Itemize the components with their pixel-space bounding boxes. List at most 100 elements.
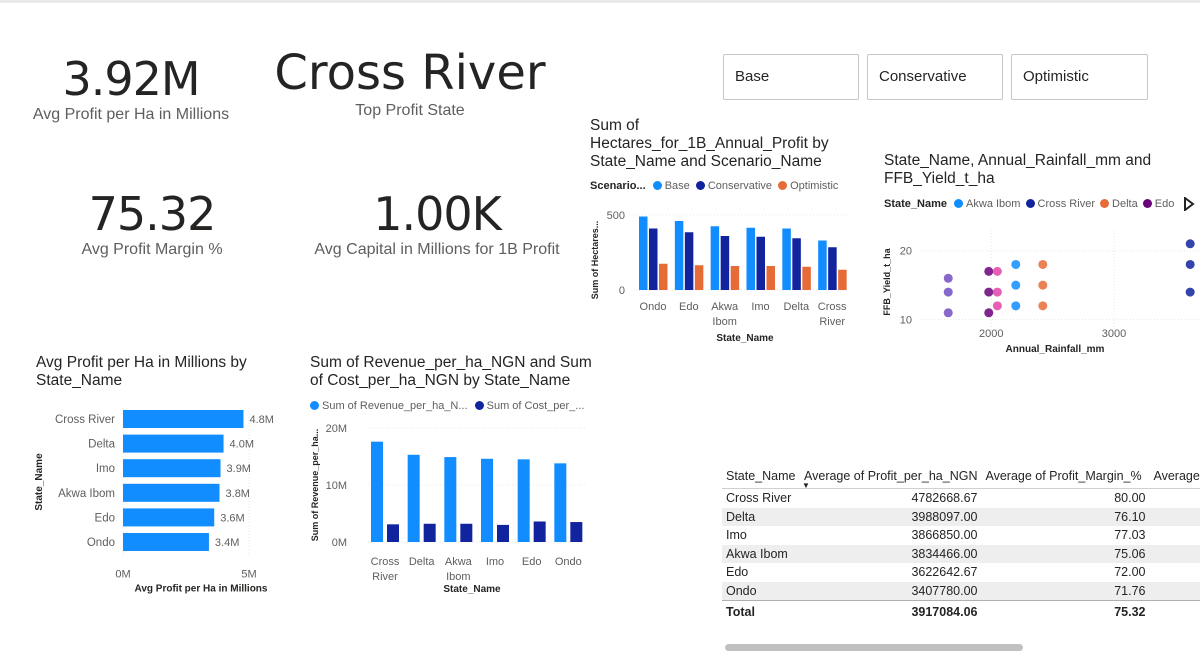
- legend-label: Edo: [1154, 198, 1175, 210]
- x-tick-label: Ibom: [712, 316, 736, 328]
- legend-item-optimistic[interactable]: Optimistic: [775, 180, 838, 192]
- bar-conservative: [756, 236, 765, 290]
- x-axis-title: State_Name: [716, 333, 774, 344]
- table-cell-empty: [1149, 600, 1200, 623]
- x-tick-label: 2000: [979, 328, 1003, 340]
- y-tick-label: Ondo: [87, 537, 115, 549]
- table-cell-empty: [1149, 544, 1200, 563]
- bar: [123, 483, 220, 502]
- x-tick-label: River: [819, 316, 845, 328]
- bar-revenue: [444, 457, 457, 542]
- legend-title: State_Name: [884, 198, 947, 210]
- table-horizontal-scrollbar[interactable]: [725, 644, 1023, 651]
- y-axis-title: Sum of Hectares...: [590, 221, 600, 300]
- x-tick-label: Akwa: [711, 301, 739, 313]
- legend-label: Optimistic: [790, 180, 839, 192]
- revenue-cost-chart-legend: Sum of Revenue_per_ha_N... Sum of Cost_p…: [310, 400, 584, 412]
- bar: [123, 410, 244, 428]
- legend-dot: [1142, 199, 1152, 208]
- column-header-state[interactable]: State_Name: [722, 464, 800, 489]
- bar-conservative: [828, 247, 837, 290]
- table-row[interactable]: Cross River 4782668.67 80.00: [722, 489, 1200, 508]
- revenue-cost-bar-chart[interactable]: 0M 10M 20M Cross River Delta Akwa Ibom Imo Edo Ond…: [305, 418, 595, 598]
- x-tick-label: 5M: [241, 569, 256, 581]
- legend-dot: [310, 401, 319, 410]
- bar-optimistic: [694, 265, 704, 290]
- table-row[interactable]: Delta 3988097.00 76.10: [722, 507, 1200, 526]
- table-cell-total-profit: 3917084.06: [800, 600, 982, 623]
- bar-optimistic: [659, 263, 668, 290]
- data-label: 3.6M: [220, 512, 244, 524]
- kpi-avg-capital-card: 1.00K Avg Capital in Millions for 1B Pro…: [310, 187, 564, 267]
- slicer-option-base[interactable]: Base: [723, 54, 859, 100]
- slicer-option-conservative[interactable]: Conservative: [867, 54, 1003, 100]
- kpi-top-state-card: Cross River Top Profit State: [255, 44, 565, 124]
- column-header-profit-margin[interactable]: Average of Profit_Margin_%: [981, 464, 1150, 489]
- table-cell-state: Ondo: [722, 581, 800, 601]
- x-tick-label: 0M: [115, 569, 130, 581]
- legend-next-page-icon[interactable]: [1183, 197, 1195, 211]
- scatter-point-imo: [992, 266, 1002, 276]
- scatter-point-edo: [984, 308, 994, 318]
- scatter-point-delta: [1038, 259, 1048, 269]
- x-tick-label: Cross: [818, 301, 847, 313]
- legend-item-delta[interactable]: Delta: [1098, 198, 1138, 210]
- table-row[interactable]: Imo 3866850.00 77.03: [722, 526, 1200, 545]
- x-tick-label: Ibom: [446, 571, 470, 583]
- column-header-profit-per-ha[interactable]: Average of Profit_per_ha_NGN ▼: [800, 464, 982, 490]
- bar-optimistic: [802, 266, 811, 290]
- legend-item-cross-river[interactable]: Cross River: [1024, 198, 1095, 210]
- column-header-avg-other[interactable]: Average o: [1149, 464, 1200, 489]
- kpi-top-state-value: Cross River: [274, 45, 546, 101]
- legend-label: Cross River: [1037, 198, 1095, 210]
- y-tick-label: 0M: [332, 537, 347, 549]
- bar-base: [818, 240, 827, 290]
- bar-optimistic: [838, 269, 847, 290]
- legend-title: Scenario...: [590, 180, 646, 192]
- table-cell-profit: 3622642.67: [911, 565, 978, 580]
- table-row[interactable]: Edo 3622642.67 72.00: [722, 563, 1200, 582]
- legend-item-conservative[interactable]: Conservative: [693, 180, 772, 192]
- legend-item-akwa-ibom[interactable]: Akwa Ibom: [950, 198, 1020, 210]
- bar-conservative: [792, 238, 801, 290]
- table-cell-margin: 71.76: [981, 581, 1150, 601]
- legend-dot: [474, 401, 484, 410]
- legend-label: Sum of Revenue_per_ha_N...: [322, 400, 468, 412]
- rainfall-yield-scatter-chart[interactable]: 10 20 2000 3000 Annual_Rainfall_mm FFB_Yield_…: [880, 222, 1200, 357]
- bar-base: [710, 226, 720, 290]
- scatter-point-cross-river: [1185, 287, 1195, 297]
- legend-item-edo[interactable]: Edo: [1141, 198, 1175, 210]
- table-cell-empty: [1149, 507, 1200, 526]
- scatter-chart-title: State_Name, Annual_Rainfall_mm and FFB_Y…: [884, 152, 1152, 187]
- table-cell-profit: 4782668.67: [911, 491, 978, 506]
- profit-by-state-bar-chart[interactable]: 0M 5M Cross River 4.8M Delta 4.0M Imo 3.9M Akwa …: [30, 400, 290, 600]
- scatter-point-cross-river: [1185, 259, 1195, 269]
- scatter-point-edo: [984, 287, 994, 297]
- data-label: 3.4M: [215, 537, 239, 549]
- legend-dot: [1100, 199, 1110, 208]
- legend-item-cost[interactable]: Sum of Cost_per_...: [471, 400, 585, 412]
- hectares-bar-chart[interactable]: 0 500 Ondo Edo Akwa Ibom Imo Delta Cross River Sta…: [585, 198, 855, 348]
- top-border: [0, 0, 1200, 3]
- table-header-row: State_Name Average of Profit_per_ha_NGN ▼…: [722, 464, 1200, 490]
- profit-by-state-chart-title: Avg Profit per Ha in Millions by State_N…: [36, 354, 247, 389]
- table-cell-state: Edo: [726, 565, 749, 580]
- table-cell-empty: [1149, 489, 1200, 508]
- y-tick-label: 20M: [326, 423, 347, 435]
- bar-conservative: [649, 228, 658, 290]
- table-cell-total-margin: 75.32: [981, 600, 1150, 623]
- legend-label: Akwa Ibom: [966, 198, 1021, 210]
- bar-revenue: [371, 441, 383, 542]
- y-tick-label: 20: [900, 246, 912, 258]
- y-tick-label: Cross River: [55, 414, 115, 426]
- legend-item-revenue[interactable]: Sum of Revenue_per_ha_N...: [310, 400, 468, 412]
- table-cell-margin: 75.06: [981, 544, 1150, 563]
- table-cell-state: Akwa Ibom: [722, 544, 800, 563]
- slicer-option-optimistic[interactable]: Optimistic: [1011, 54, 1148, 100]
- legend-label: Sum of Cost_per_...: [486, 400, 585, 412]
- table-row[interactable]: Ondo 3407780.00 71.76: [722, 581, 1200, 601]
- bar-revenue: [481, 458, 493, 542]
- table-row[interactable]: Akwa Ibom 3834466.00 75.06: [722, 544, 1200, 563]
- scatter-point-ondo: [943, 287, 953, 297]
- legend-item-base[interactable]: Base: [649, 180, 690, 192]
